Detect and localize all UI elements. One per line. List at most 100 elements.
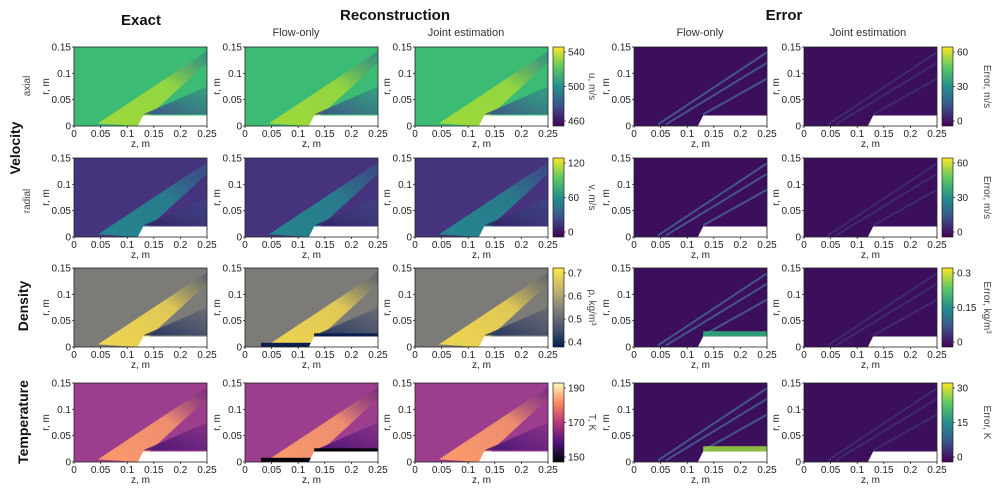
x-tick-label: 0.2 [514,129,528,140]
x-axis-label: z, m [131,250,150,261]
panel-background [804,47,937,126]
x-tick-label: 0.1 [291,465,305,476]
error-streak [835,282,938,347]
x-tick-label: 0 [801,350,807,361]
panel-frame [73,46,208,127]
error-streak [665,282,768,347]
x-tick-label: 0 [412,465,418,476]
x-tick-label: 0.05 [432,465,452,476]
x-tick-label: 0.2 [514,350,528,361]
x-tick-label: 0.05 [821,350,841,361]
panel-frame [414,157,549,238]
x-tick-label: 0.1 [120,240,134,251]
x-tick-label: 0.05 [651,129,671,140]
y-tick-label: 0.05 [612,95,632,106]
panel-frame [633,157,768,238]
x-tick-label: 0.25 [197,350,217,361]
x-tick-label: 0 [801,240,807,251]
colorbar-tick-label: 60 [957,48,969,59]
y-tick-label: 0.15 [612,43,632,54]
x-tick-label: 0.25 [538,465,558,476]
y-axis-label: r, m [771,189,782,206]
y-tick-label: 0.1 [228,290,242,301]
x-tick-label: 0.05 [651,240,671,251]
expansion-region [484,197,548,226]
y-tick-label: 0.1 [398,69,412,80]
row-sublabel-radial: radial [22,189,33,213]
field-colorbar-r0: 540 500 460 u, m/s [552,46,597,128]
colorbar-label: Error, m/s [981,176,992,219]
x-tick-label: 0.15 [144,350,164,361]
x-tick-label: 0 [412,129,418,140]
x-tick-label: 0.15 [485,240,505,251]
x-tick-label: 0.15 [874,129,894,140]
x-tick-label: 0.05 [262,129,282,140]
y-axis-label: r, m [41,414,52,431]
panel-background [634,158,767,237]
y-tick-label: 0.1 [228,405,242,416]
y-axis-label: r, m [382,189,393,206]
x-tick-label: 0 [71,240,77,251]
x-tick-label: 0.1 [850,129,864,140]
y-axis-label: r, m [382,78,393,95]
colorbar-tick-label: 170 [568,418,585,429]
x-tick-label: 0.2 [514,240,528,251]
x-tick-label: 0 [71,129,77,140]
panel-frame [73,267,208,348]
colorbar-tick-label: 60 [568,193,580,204]
x-tick-label: 0.05 [651,465,671,476]
colorbar-tick-label: 30 [957,193,969,204]
body-geometry [137,226,207,237]
panel-frame [803,382,938,463]
error-colorbar-r1: 60 30 0 Error, m/s [941,157,992,239]
x-tick-label: 0.05 [432,240,452,251]
y-tick-label: 0 [406,458,412,469]
colorbar-tick-label: 0.3 [957,269,971,280]
reconstruction-artifact [314,448,378,453]
y-tick-label: 0 [236,343,242,354]
x-tick-label: 0.2 [514,465,528,476]
header-error: Error [766,7,803,24]
x-tick-label: 0.2 [344,350,358,361]
x-axis-label: z, m [691,475,710,486]
shock-wave-region [438,51,548,126]
colorbar-gradient [552,157,565,238]
field-colorbar-r3: 190 170 150 T, K [552,382,597,464]
colorbar-tick-label: 120 [568,159,585,170]
y-tick-label: 0.05 [393,206,413,217]
x-tick-label: 0.15 [315,350,335,361]
y-tick-label: 0.15 [782,154,802,165]
colorbar-gradient [552,46,565,127]
colorbar-gradient [552,267,565,348]
x-tick-label: 0.1 [291,129,305,140]
x-tick-label: 0.15 [704,129,724,140]
y-axis-label: r, m [212,189,223,206]
y-tick-label: 0.05 [393,316,413,327]
x-axis-label: z, m [861,250,880,261]
x-tick-label: 0.25 [927,350,947,361]
expansion-region [484,86,548,115]
x-tick-label: 0.15 [704,465,724,476]
y-tick-label: 0.1 [787,405,801,416]
panel-frame [244,46,379,127]
subheader-joint-recon: Joint estimation [428,27,504,39]
panel-frame [414,267,549,348]
expansion-region [143,422,207,451]
colorbar-label: Error, m/s [981,65,992,108]
y-tick-label: 0.15 [612,379,632,390]
subheader-joint-error: Joint estimation [830,27,906,39]
x-tick-label: 0.1 [120,465,134,476]
y-axis-label: r, m [771,299,782,316]
x-tick-label: 0 [631,129,637,140]
x-tick-label: 0.25 [757,129,777,140]
body-geometry [137,115,207,126]
body-geometry [478,115,548,126]
colorbar-gradient [941,267,954,348]
y-tick-label: 0.05 [223,316,243,327]
